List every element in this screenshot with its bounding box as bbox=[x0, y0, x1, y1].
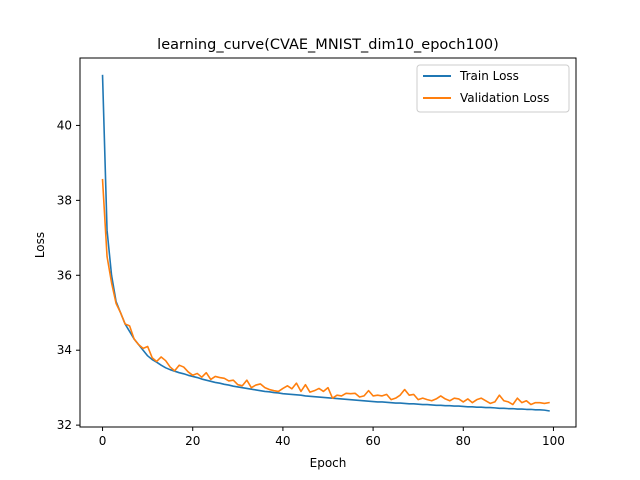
x-tick-label: 40 bbox=[275, 434, 290, 448]
x-tick-label: 20 bbox=[185, 434, 200, 448]
axes-spines bbox=[79, 57, 577, 428]
series-line-train-loss bbox=[101, 74, 550, 412]
legend: Train Loss Validation Loss bbox=[416, 64, 570, 113]
x-tick-label: 100 bbox=[542, 434, 565, 448]
x-axis-ticks: 0 20 40 60 80 100 bbox=[99, 427, 565, 448]
y-tick-label: 36 bbox=[57, 268, 72, 282]
series-line-validation-loss bbox=[101, 178, 550, 406]
x-tick-label: 60 bbox=[365, 434, 380, 448]
legend-box bbox=[416, 64, 570, 113]
x-tick-label: 0 bbox=[99, 434, 107, 448]
legend-label: Train Loss bbox=[459, 69, 519, 83]
y-tick-label: 34 bbox=[57, 343, 72, 357]
x-tick-label: 80 bbox=[456, 434, 471, 448]
y-tick-label: 38 bbox=[57, 193, 72, 207]
y-tick-label: 32 bbox=[57, 418, 72, 432]
x-axis-title: Epoch bbox=[310, 456, 347, 470]
chart-title: learning_curve(CVAE_MNIST_dim10_epoch100… bbox=[157, 37, 499, 53]
legend-label: Validation Loss bbox=[460, 91, 549, 105]
y-axis-ticks: 32 34 36 38 40 bbox=[57, 118, 80, 432]
axes-frame bbox=[79, 57, 577, 428]
y-tick-label: 40 bbox=[57, 118, 72, 132]
plot-content bbox=[101, 74, 550, 412]
y-axis-title: Loss bbox=[33, 232, 47, 258]
